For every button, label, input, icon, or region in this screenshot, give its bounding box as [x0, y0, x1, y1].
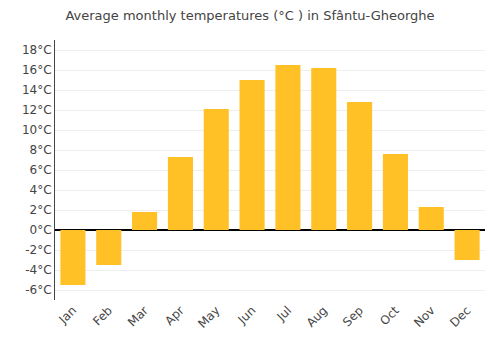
svg-text:Aug: Aug: [304, 303, 330, 329]
svg-text:14°C: 14°C: [22, 83, 52, 97]
svg-text:Oct: Oct: [377, 303, 402, 328]
svg-text:-4°C: -4°C: [25, 263, 51, 277]
svg-text:Nov: Nov: [411, 303, 437, 329]
svg-text:Jan: Jan: [56, 303, 80, 327]
svg-text:0°C: 0°C: [30, 223, 52, 237]
svg-text:10°C: 10°C: [22, 123, 52, 137]
svg-text:18°C: 18°C: [22, 43, 52, 57]
svg-text:Average monthly temperatures (: Average monthly temperatures (°C ) in Sf…: [65, 8, 434, 23]
svg-text:8°C: 8°C: [30, 143, 52, 157]
svg-text:Apr: Apr: [162, 303, 187, 328]
svg-text:Sep: Sep: [340, 303, 366, 329]
svg-text:Jun: Jun: [235, 303, 259, 327]
svg-text:Dec: Dec: [447, 303, 473, 329]
svg-text:4°C: 4°C: [30, 183, 52, 197]
svg-text:Jul: Jul: [273, 303, 294, 324]
svg-text:6°C: 6°C: [30, 163, 52, 177]
svg-text:2°C: 2°C: [30, 203, 52, 217]
svg-text:16°C: 16°C: [22, 63, 52, 77]
svg-text:-6°C: -6°C: [25, 283, 51, 297]
svg-text:-2°C: -2°C: [25, 243, 51, 257]
svg-text:12°C: 12°C: [22, 103, 52, 117]
svg-text:Mar: Mar: [125, 303, 151, 329]
svg-text:May: May: [195, 303, 222, 330]
svg-text:Feb: Feb: [90, 303, 115, 328]
